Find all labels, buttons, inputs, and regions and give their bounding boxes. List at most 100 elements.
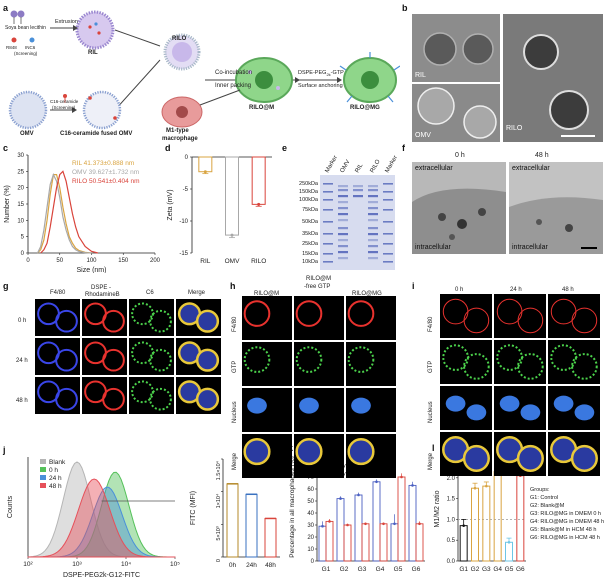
y-tick-label: 0	[185, 155, 189, 161]
confocal-g-r0-c1	[82, 299, 127, 336]
gel-band	[368, 195, 378, 198]
confocal-h-r2-c2	[346, 388, 396, 432]
gel-band	[368, 227, 378, 230]
bar-g6	[516, 475, 525, 562]
y-tick-label: 20	[17, 186, 24, 192]
legend-swatch	[40, 459, 46, 464]
kda-label: 50kDa	[302, 219, 319, 225]
data-point	[257, 202, 261, 206]
x-tick-label: 50	[56, 258, 63, 264]
data-point	[462, 524, 465, 527]
y-tick-label: 1.5	[447, 497, 456, 503]
x-tick-label: 10³	[72, 561, 82, 568]
legend-entry: OMV 39.627±1.732 nm	[72, 169, 139, 176]
confocal-g-r1-c1	[82, 338, 127, 375]
data-point	[339, 497, 342, 500]
y-tick-label: 0	[21, 251, 25, 257]
g-col-merge: Merge	[188, 290, 206, 296]
bar-omv	[225, 156, 239, 236]
y-axis-label: Percentage in all macrophages (%)	[289, 456, 296, 558]
g-row-0h: 0 h	[18, 318, 27, 324]
f-time-48h: 48 h	[535, 152, 549, 159]
gel-band	[368, 201, 378, 204]
r848-label: R848	[6, 45, 17, 50]
gel-band	[368, 185, 378, 188]
confocal-i-r2-c1	[494, 386, 546, 430]
confocal-g-r0-c2	[129, 299, 174, 336]
rilo-at-mg-label: RILO@MG	[350, 105, 380, 111]
bar-g3-cd80	[354, 494, 363, 562]
x-tick-label: G1	[322, 566, 331, 573]
gel-band	[368, 219, 378, 222]
x-tick-label: G5	[505, 566, 514, 573]
rilo-label: RILO	[172, 36, 187, 42]
gel-band	[338, 207, 348, 210]
y-tick-label: 30	[307, 523, 314, 529]
tem-image-ril: RIL	[412, 14, 500, 82]
group-g4: G4: RILO@MG in DMEM 48 h	[530, 519, 605, 525]
panel-label-l: l	[432, 443, 435, 453]
panel-label-f: f	[402, 143, 405, 153]
gel-band	[338, 213, 348, 216]
h-col-rilo-mg: RILO@MG	[352, 291, 382, 297]
group-g5: G5: Blank@M in HCM 48 h	[530, 527, 597, 533]
gel-band	[338, 201, 348, 204]
series-line-ril	[37, 174, 92, 254]
bar-24h	[245, 493, 258, 558]
panel-label-d: d	[165, 143, 171, 153]
gel-band	[338, 219, 348, 222]
omv-vesicle-icon	[8, 90, 48, 130]
y-tick-label: 1.0	[447, 517, 456, 523]
h-row-nucleus: Nucleus	[232, 401, 238, 423]
dspe-peg-gtp-label: DSPE-PEG2k-GTP	[298, 70, 344, 78]
gel-band	[323, 243, 333, 245]
bar-rilo	[251, 156, 266, 205]
confocal-i-r1-c1	[494, 340, 546, 384]
confocal-i-r3-c1	[494, 432, 546, 476]
h-row-gtp: GTP	[232, 360, 238, 373]
gel-band	[368, 251, 378, 254]
x-tick-label: G5	[394, 566, 403, 573]
y-tick-label: 0	[311, 559, 315, 565]
group-g2: G2: Blank@M	[530, 503, 565, 509]
gel-band	[338, 227, 348, 230]
y-tick-label: 10	[307, 547, 314, 553]
group-g1: G1: Control	[530, 495, 559, 501]
groups-title: Groups:	[530, 487, 550, 493]
sds-page-gel: Marker OMV RIL RILO Marker250kDa150kDa100kDa…	[299, 155, 399, 270]
legend-entry: Blank	[49, 459, 66, 466]
confocal-i-r2-c2	[548, 386, 600, 430]
data-point	[346, 523, 349, 527]
bar-g1-cd206	[325, 520, 334, 562]
data-point	[375, 480, 378, 484]
gel-band	[338, 189, 348, 192]
bar-g6-cd80	[408, 484, 417, 562]
confocal-g-r0-c3	[176, 299, 221, 336]
f-time-0h: 0 h	[455, 152, 465, 159]
bar-g2	[471, 487, 479, 562]
bar-g5	[505, 541, 513, 562]
x-tick-label: G4	[493, 566, 502, 573]
panel-label-j: j	[3, 445, 6, 455]
gel-band	[383, 253, 393, 255]
confocal-i-r3-c2	[548, 432, 600, 476]
gel-band	[383, 183, 393, 185]
h-col-rilo-m-free: RILO@M	[306, 276, 332, 282]
x-tick-label: RIL	[200, 258, 211, 265]
c16-fused-omv-icon	[82, 90, 122, 130]
y-tick-label: 5	[21, 235, 25, 241]
confocal-h-r0-c2	[346, 296, 396, 340]
chart-zeta-potential: 0 -5 -10 -15 Zeta (mV) RIL OMV RILO	[167, 155, 272, 265]
gel-band	[323, 233, 333, 235]
coincubation-label: Co-incubation	[215, 70, 253, 76]
histogram-48h	[27, 478, 176, 558]
confocal-h-r0-c1	[294, 296, 344, 340]
y-axis-label: M1/M2 ratio	[434, 490, 441, 527]
x-tick-label: G6	[412, 566, 421, 573]
gel-band	[338, 245, 348, 248]
gel-band	[323, 253, 333, 255]
ril-label: RIL	[88, 50, 98, 56]
panel-label-g: g	[3, 281, 9, 291]
tem-image-cell-0h: extracellular intracellular	[412, 162, 506, 254]
bar-g5-cd206	[397, 476, 406, 562]
